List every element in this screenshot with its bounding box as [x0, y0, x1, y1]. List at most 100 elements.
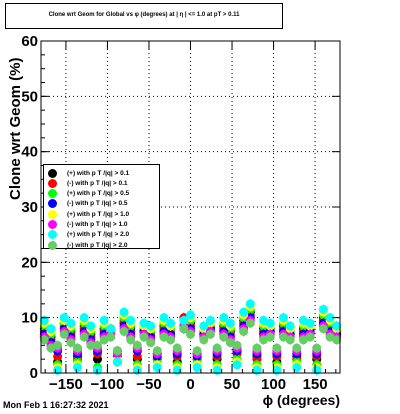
data-point: [106, 324, 116, 334]
data-point: [192, 362, 202, 372]
data-point: [219, 313, 229, 323]
data-point: [172, 365, 182, 375]
data-point: [92, 340, 102, 350]
data-point: [292, 362, 302, 372]
data-point: [66, 318, 76, 328]
legend-marker: [48, 230, 57, 240]
x-axis-title: ϕ (degrees): [262, 392, 340, 408]
data-point: [272, 343, 282, 353]
data-point: [179, 324, 189, 334]
y-tick-label: 50: [21, 88, 38, 105]
data-point: [318, 304, 328, 314]
data-point: [186, 310, 195, 320]
legend-entry: (-) with p T /|q| > 1.0: [48, 220, 128, 230]
data-point: [212, 343, 222, 353]
legend-marker: [48, 189, 57, 199]
data-point: [66, 338, 76, 348]
data-point: [132, 365, 142, 375]
legend-entry: (-) with p T /|q| > 0.1: [48, 178, 128, 188]
chart-title-box: Clone wrt Geom for Global vs φ (degrees)…: [5, 3, 283, 29]
data-point: [332, 335, 342, 345]
legend-marker: [48, 220, 57, 229]
axis-ticks: 0 10 20 30 40 50 60 −150 −100 −50 0 50 100 150: [21, 33, 340, 393]
data-point: [59, 329, 69, 339]
data-point: [119, 327, 129, 336]
legend-label: (-) with p T /|q| > 1.0: [67, 221, 128, 228]
data-point: [192, 346, 202, 356]
y-tick-label: 0: [30, 365, 38, 382]
legend-marker: [48, 240, 57, 250]
y-tick-label: 30: [21, 199, 38, 216]
data-point: [245, 299, 255, 309]
data-point: [232, 340, 242, 350]
data-point: [252, 343, 262, 353]
data-point: [232, 360, 242, 370]
data-point: [239, 307, 249, 317]
x-tick-label: −50: [136, 376, 161, 393]
data-point: [332, 321, 342, 331]
chart-title: Clone wrt Geom for Global vs φ (degrees)…: [48, 12, 240, 18]
data-point: [245, 318, 255, 328]
data-point: [205, 315, 215, 325]
data-point: [166, 318, 176, 328]
data-point: [205, 329, 215, 339]
data-point: [146, 321, 156, 331]
x-tick-label: 150: [303, 376, 328, 393]
data-point: [73, 343, 83, 353]
data-point: [99, 315, 109, 325]
legend-entry: (-) with p T /|q| > 0.5: [48, 199, 128, 209]
data-point: [239, 327, 249, 336]
data-point: [172, 343, 182, 353]
data-point: [285, 321, 295, 331]
data-point: [305, 332, 315, 342]
data-point: [225, 318, 235, 328]
data-point: [159, 313, 169, 323]
data-point: [86, 321, 96, 331]
legend: (+) with p T /|q| > 0.1 (-) with p T /|q|…: [43, 164, 160, 250]
legend-marker: [48, 178, 57, 188]
data-point: [139, 332, 149, 342]
legend-marker: [48, 199, 57, 209]
data-point: [39, 315, 49, 325]
data-point: [166, 335, 176, 345]
data-point: [305, 318, 315, 328]
legend-marker: [48, 209, 57, 219]
legend-label: (+) with p T /|q| > 2.0: [67, 231, 130, 239]
data-point: [39, 335, 49, 345]
legend-label: (-) with p T /|q| > 0.5: [67, 200, 128, 208]
y-axis-title: Clone wrt Geom (%): [7, 57, 24, 200]
data-point: [46, 324, 56, 334]
data-point: [179, 315, 189, 325]
data-point: [152, 346, 162, 356]
data-point: [86, 340, 96, 350]
data-point: [265, 332, 275, 342]
data-point: [265, 318, 275, 328]
data-point: [79, 313, 89, 323]
data-point: [318, 324, 328, 334]
data-points: [39, 298, 342, 376]
data-point: [146, 338, 156, 348]
legend-label: (+) with p T /|q| > 0.1: [67, 169, 130, 177]
data-point: [53, 340, 63, 350]
x-tick-label: 0: [186, 376, 194, 393]
x-tick-label: −150: [49, 376, 83, 393]
x-tick-label: −100: [91, 376, 125, 393]
legend-label: (+) with p T /|q| > 1.0: [67, 210, 130, 218]
data-point: [292, 343, 302, 353]
data-point: [186, 329, 195, 339]
datestamp: Mon Feb 1 16:27:32 2021: [3, 400, 109, 410]
data-point: [325, 313, 335, 323]
legend-entry: (+) with p T /|q| > 2.0: [48, 230, 129, 240]
legend-marker: [48, 168, 57, 178]
data-point: [272, 365, 282, 375]
legend-entry: (-) with p T /|q| > 2.0: [48, 240, 128, 250]
data-point: [106, 332, 116, 342]
data-point: [312, 365, 322, 375]
x-tick-label: 50: [224, 376, 241, 393]
data-point: [219, 332, 229, 342]
data-point: [112, 346, 122, 356]
y-tick-label: 20: [21, 254, 38, 271]
data-point: [312, 343, 322, 353]
